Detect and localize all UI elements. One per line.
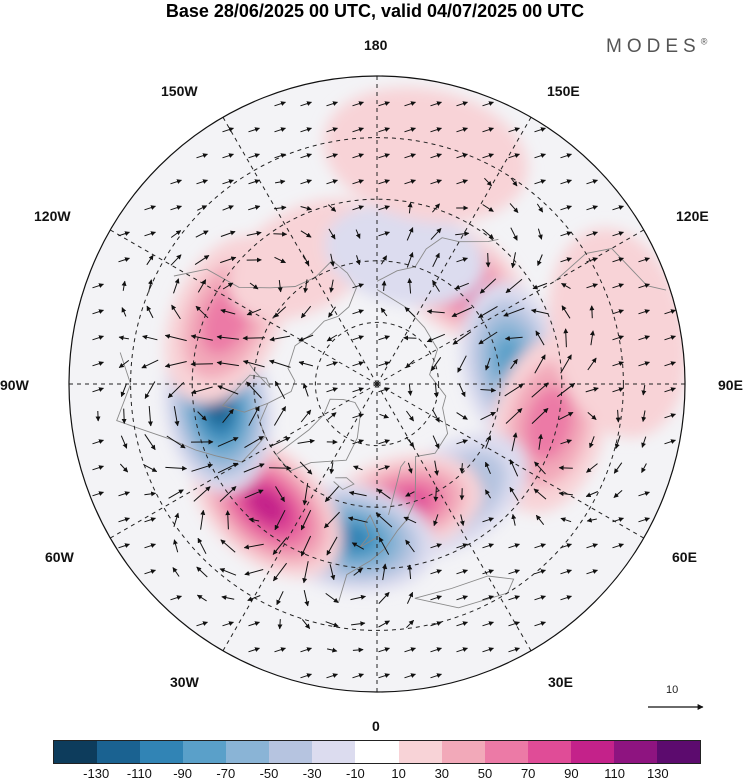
colorbar-tick-label: 110 (604, 766, 625, 781)
colorbar-cell (97, 741, 140, 763)
colorbar-cell (399, 741, 442, 763)
colorbar-cell (355, 741, 398, 763)
colorbar-cell (442, 741, 485, 763)
lon-label-120w: 120W (34, 208, 71, 224)
colorbar-tick-label: -50 (260, 766, 279, 781)
wind-vector (280, 619, 281, 629)
colorbar-tick-label: -90 (173, 766, 192, 781)
lon-label-90w: 90W (0, 377, 29, 393)
lon-label-0: 0 (372, 718, 380, 734)
vector-scale-label: 10 (666, 684, 678, 696)
colorbar-cell (528, 741, 571, 763)
colorbar-tick-label: 70 (521, 766, 535, 781)
lon-label-180: 180 (364, 37, 387, 53)
colorbar (53, 740, 701, 764)
lon-label-120e: 120E (676, 208, 709, 224)
colorbar-cell (226, 741, 269, 763)
colorbar-cell (54, 741, 97, 763)
colorbar-tick-label: -10 (346, 766, 365, 781)
lon-label-60e: 60E (672, 549, 697, 565)
wind-vector (124, 409, 125, 424)
colorbar-tick-label: -130 (83, 766, 109, 781)
colorbar-tick-label: 10 (391, 766, 405, 781)
colorbar-cell (269, 741, 312, 763)
lon-label-60w: 60W (45, 549, 74, 565)
colorbar-tick-label: 50 (478, 766, 492, 781)
wind-vector (488, 253, 489, 267)
colorbar-tick-label: -110 (127, 766, 152, 781)
lon-label-150e: 150E (547, 83, 580, 99)
lon-label-30e: 30E (548, 674, 573, 690)
lon-label-30w: 30W (170, 674, 199, 690)
colorbar-ticks: -130 -110 -90 -70 -50 -30 -10 10 30 50 70 90 110 130 (0, 766, 750, 784)
wind-vector (559, 468, 573, 469)
colorbar-tick-label: 90 (564, 766, 578, 781)
wind-vector (273, 234, 286, 235)
colorbar-tick-label: -30 (303, 766, 322, 781)
wind-vector (592, 306, 593, 318)
colorbar-cell (183, 741, 226, 763)
colorbar-tick-label: 130 (647, 766, 669, 781)
colorbar-cell (140, 741, 183, 763)
lon-label-90e: 90E (718, 377, 743, 393)
colorbar-cell (614, 741, 657, 763)
colorbar-cell (312, 741, 355, 763)
colorbar-tick-label: 30 (435, 766, 449, 781)
colorbar-tick-label: -70 (216, 766, 235, 781)
colorbar-cell (571, 741, 614, 763)
polar-map (0, 0, 750, 735)
colorbar-cell (485, 741, 528, 763)
colorbar-cell (657, 741, 700, 763)
lon-label-150w: 150W (161, 83, 198, 99)
